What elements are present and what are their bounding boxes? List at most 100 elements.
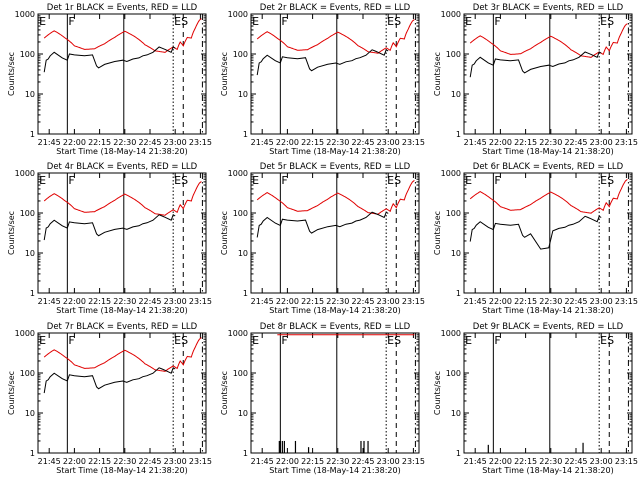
x-tick-label: 23:00 <box>164 138 187 147</box>
x-tick-label: 23:15 <box>402 297 425 306</box>
y-tick-label: 10 <box>25 249 35 258</box>
x-tick-label: 22:15 <box>88 297 111 306</box>
x-tick-label: 22:15 <box>301 297 324 306</box>
x-tick-label: 23:00 <box>590 457 613 466</box>
marker-label: F <box>68 334 74 347</box>
marker-label: E <box>465 15 472 28</box>
x-tick-label: 21:45 <box>251 138 274 147</box>
y-axis-label: Counts/sec <box>7 371 16 415</box>
y-tick-label: 100 <box>233 50 248 59</box>
y-tick-label: 1000 <box>15 169 35 178</box>
y-tick-label: 100 <box>446 209 461 218</box>
x-tick-label: 22:15 <box>88 138 111 147</box>
panel-title: Det 4r BLACK = Events, RED = LLD <box>47 162 198 172</box>
x-tick-label: 22:00 <box>489 297 512 306</box>
y-axis-label: Counts/sec <box>433 371 442 415</box>
x-tick-label: 22:00 <box>63 297 86 306</box>
y-tick-label: 1 <box>30 130 35 139</box>
x-tick-label: 22:30 <box>326 138 349 147</box>
x-tick-label: 23:15 <box>189 138 212 147</box>
y-tick-label: 100 <box>20 50 35 59</box>
y-tick-label: 1 <box>456 449 461 458</box>
marker-label: ES <box>600 15 614 28</box>
x-tick-label: 22:45 <box>351 457 374 466</box>
x-tick-label: 22:30 <box>539 297 562 306</box>
y-tick-label: 1000 <box>441 329 461 338</box>
y-tick-label: 100 <box>446 50 461 59</box>
lld-series-line <box>256 180 415 215</box>
y-tick-label: 10 <box>238 409 248 418</box>
y-tick-label: 100 <box>20 209 35 218</box>
events-series-line <box>43 367 176 394</box>
lld-series-line <box>469 179 628 214</box>
y-tick-label: 1 <box>243 289 248 298</box>
x-tick-label: 23:00 <box>590 138 613 147</box>
y-tick-label: 10 <box>451 409 461 418</box>
x-tick-label: 23:15 <box>615 457 638 466</box>
x-tick-label: 23:15 <box>189 457 212 466</box>
x-tick-label: 22:15 <box>514 297 537 306</box>
x-tick-label: 22:45 <box>564 297 587 306</box>
marker-label: ES <box>387 15 401 28</box>
x-axis-label: Start Time (18-May-14 21:38:20) <box>482 466 613 475</box>
marker-label: E <box>39 334 46 347</box>
x-tick-label: 22:45 <box>351 138 374 147</box>
x-tick-label: 22:00 <box>489 138 512 147</box>
y-tick-label: 10 <box>451 90 461 99</box>
marker-label: F <box>68 174 74 187</box>
x-tick-label: 22:30 <box>539 457 562 466</box>
panel-5: Det 5r BLACK = Events, RED = LLD 1 10 100 10… <box>220 162 425 315</box>
marker-label: E <box>252 15 259 28</box>
panel-title: Det 1r BLACK = Events, RED = LLD <box>47 3 198 13</box>
events-series-line <box>469 215 602 250</box>
x-tick-label: 22:45 <box>351 297 374 306</box>
y-axis-label: Counts/sec <box>7 52 16 96</box>
y-axis-label: Counts/sec <box>433 211 442 255</box>
marker-label: F <box>281 334 287 347</box>
marker-label: F <box>494 174 500 187</box>
panel-8: Det 8r BLACK = Events, RED = LLD 1 10 100 10… <box>220 322 425 475</box>
x-tick-label: 23:00 <box>164 297 187 306</box>
x-axis-label: Start Time (18-May-14 21:38:20) <box>482 147 613 156</box>
x-tick-label: 22:45 <box>138 297 161 306</box>
panel-title: Det 6r BLACK = Events, RED = LLD <box>473 162 624 172</box>
x-tick-label: 22:00 <box>276 297 299 306</box>
y-tick-label: 1000 <box>228 10 248 19</box>
lld-series-line <box>43 181 202 216</box>
plot-frame <box>463 332 633 454</box>
x-tick-label: 22:45 <box>138 457 161 466</box>
y-tick-label: 1000 <box>228 169 248 178</box>
events-series-line <box>256 49 389 76</box>
plot-frame <box>250 332 420 454</box>
marker-label: E <box>252 334 259 347</box>
panel-1: Det 1r BLACK = Events, RED = LLD 1 10 100 10… <box>7 3 212 156</box>
x-tick-label: 22:15 <box>514 138 537 147</box>
x-axis-label: Start Time (18-May-14 21:38:20) <box>269 466 400 475</box>
x-tick-label: 23:15 <box>402 457 425 466</box>
y-tick-label: 1 <box>456 130 461 139</box>
panel-4: Det 4r BLACK = Events, RED = LLD 1 10 100 10… <box>7 162 212 315</box>
y-tick-label: 10 <box>238 90 248 99</box>
marker-label: E <box>39 174 46 187</box>
panel-title: Det 5r BLACK = Events, RED = LLD <box>260 162 411 172</box>
x-tick-label: 21:45 <box>38 138 61 147</box>
marker-label: ES <box>387 334 401 347</box>
plot-frame <box>250 13 420 135</box>
marker-label: E <box>465 334 472 347</box>
x-tick-label: 23:15 <box>402 138 425 147</box>
y-tick-label: 10 <box>25 409 35 418</box>
x-tick-label: 21:45 <box>38 457 61 466</box>
events-series-line <box>43 214 176 241</box>
marker-label: ES <box>600 174 614 187</box>
panel-9: Det 9r BLACK = Events, RED = LLD 1 10 100 10… <box>433 322 638 475</box>
panel-7: Det 7r BLACK = Events, RED = LLD 1 10 100 10… <box>7 322 212 475</box>
x-tick-label: 21:45 <box>464 138 487 147</box>
y-tick-label: 100 <box>233 209 248 218</box>
panel-title: Det 8r BLACK = Events, RED = LLD <box>260 322 411 332</box>
y-axis-label: Counts/sec <box>220 371 229 415</box>
y-tick-label: 100 <box>446 369 461 378</box>
y-tick-label: 1000 <box>228 329 248 338</box>
y-tick-label: 1 <box>243 130 248 139</box>
x-tick-label: 23:00 <box>590 297 613 306</box>
x-tick-label: 22:15 <box>88 457 111 466</box>
